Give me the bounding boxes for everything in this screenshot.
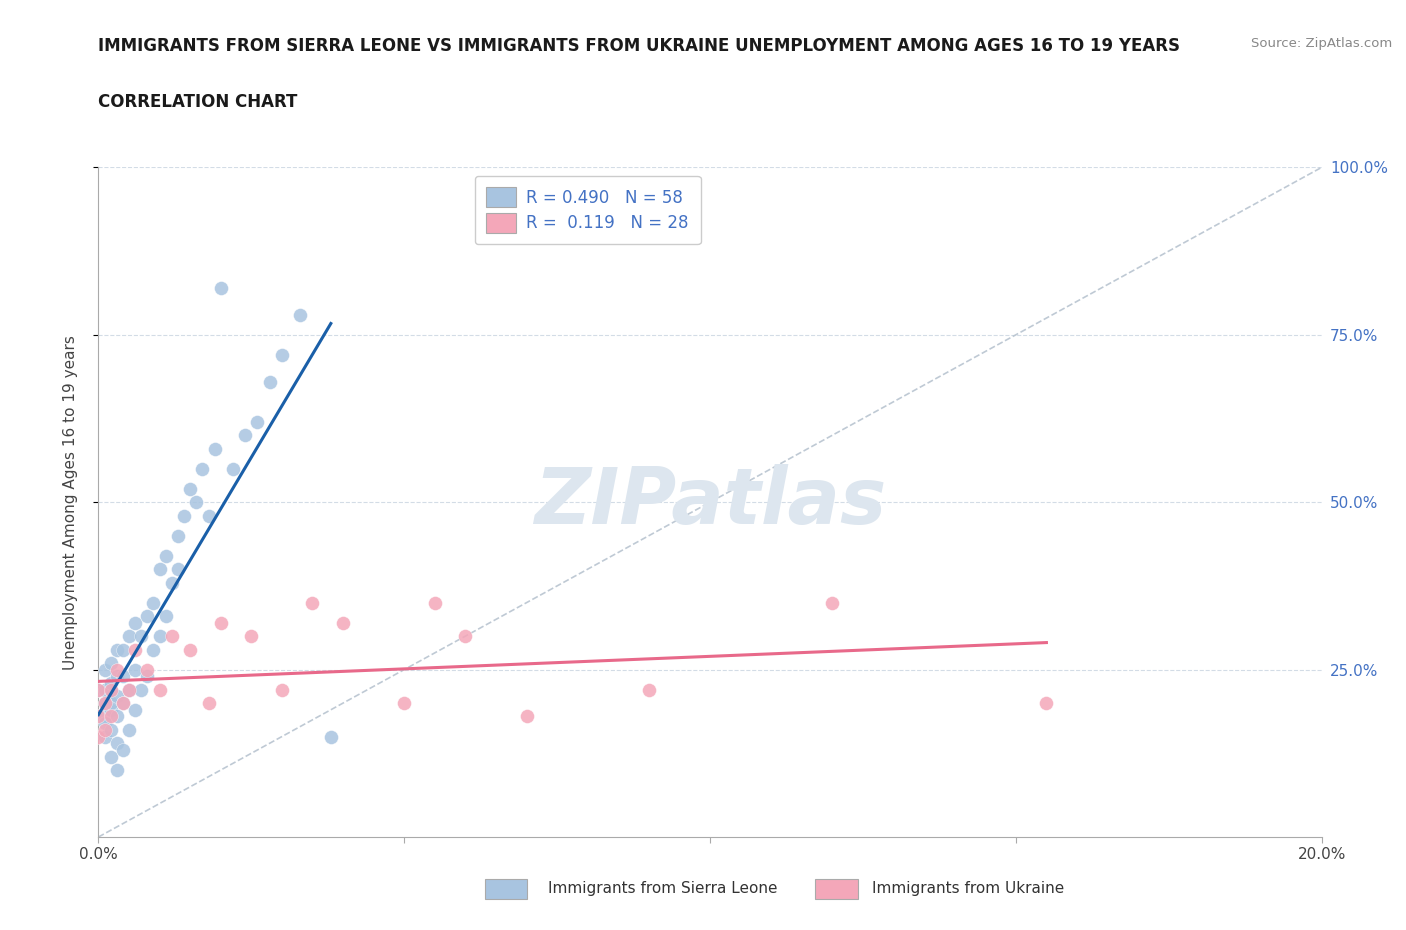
Point bbox=[87, 709, 110, 724]
Point bbox=[87, 729, 110, 744]
Point bbox=[87, 709, 110, 724]
Point bbox=[124, 616, 146, 631]
Legend: R = 0.490   N = 58, R =  0.119   N = 28: R = 0.490 N = 58, R = 0.119 N = 28 bbox=[475, 176, 700, 245]
Point bbox=[319, 729, 342, 744]
Point bbox=[129, 683, 152, 698]
Point bbox=[423, 595, 446, 610]
Point bbox=[100, 696, 122, 711]
Point bbox=[93, 729, 115, 744]
Point bbox=[93, 716, 115, 731]
Point bbox=[179, 482, 201, 497]
Point bbox=[100, 750, 122, 764]
Point bbox=[105, 642, 128, 657]
Point bbox=[149, 562, 172, 577]
Point bbox=[93, 696, 115, 711]
Point bbox=[118, 683, 141, 698]
Point bbox=[160, 629, 183, 644]
Point bbox=[167, 528, 190, 543]
Point bbox=[129, 629, 152, 644]
Text: Immigrants from Ukraine: Immigrants from Ukraine bbox=[872, 881, 1064, 896]
Point bbox=[142, 595, 165, 610]
Point bbox=[100, 723, 122, 737]
Point bbox=[111, 742, 134, 757]
Point bbox=[93, 696, 115, 711]
Point bbox=[637, 683, 661, 698]
Point bbox=[100, 675, 122, 690]
Point bbox=[270, 348, 292, 363]
Point bbox=[204, 441, 226, 456]
Text: Source: ZipAtlas.com: Source: ZipAtlas.com bbox=[1251, 37, 1392, 50]
Point bbox=[259, 374, 281, 389]
Point bbox=[392, 696, 416, 711]
Point bbox=[240, 629, 263, 644]
Point bbox=[93, 683, 115, 698]
Point bbox=[160, 575, 183, 590]
Point bbox=[87, 683, 110, 698]
Text: IMMIGRANTS FROM SIERRA LEONE VS IMMIGRANTS FROM UKRAINE UNEMPLOYMENT AMONG AGES : IMMIGRANTS FROM SIERRA LEONE VS IMMIGRAN… bbox=[98, 37, 1181, 55]
Point bbox=[155, 549, 177, 564]
Point bbox=[105, 736, 128, 751]
Point bbox=[100, 702, 122, 717]
Point bbox=[93, 662, 115, 677]
Point bbox=[136, 662, 159, 677]
Point bbox=[93, 709, 115, 724]
Text: Immigrants from Sierra Leone: Immigrants from Sierra Leone bbox=[548, 881, 778, 896]
Text: ZIPatlas: ZIPatlas bbox=[534, 464, 886, 540]
Y-axis label: Unemployment Among Ages 16 to 19 years: Unemployment Among Ages 16 to 19 years bbox=[63, 335, 77, 670]
Point bbox=[821, 595, 844, 610]
Point bbox=[100, 709, 122, 724]
Point bbox=[111, 696, 134, 711]
Point bbox=[149, 683, 172, 698]
Point bbox=[124, 662, 146, 677]
Point bbox=[136, 669, 159, 684]
Point bbox=[301, 595, 323, 610]
Point bbox=[105, 763, 128, 777]
Point bbox=[118, 683, 141, 698]
Point bbox=[209, 616, 232, 631]
Point bbox=[118, 629, 141, 644]
Point bbox=[105, 709, 128, 724]
Point bbox=[111, 696, 134, 711]
Point bbox=[105, 662, 128, 677]
Point bbox=[93, 723, 115, 737]
Point bbox=[149, 629, 172, 644]
Point bbox=[167, 562, 190, 577]
Point bbox=[270, 683, 292, 698]
Point bbox=[222, 461, 245, 476]
Point bbox=[100, 683, 122, 698]
Text: CORRELATION CHART: CORRELATION CHART bbox=[98, 93, 298, 111]
Point bbox=[111, 669, 134, 684]
Point bbox=[1035, 696, 1057, 711]
Point bbox=[246, 415, 269, 430]
Point bbox=[118, 723, 141, 737]
Point bbox=[516, 709, 538, 724]
Point bbox=[191, 461, 214, 476]
Point bbox=[233, 428, 256, 443]
Point bbox=[105, 689, 128, 704]
Point bbox=[155, 608, 177, 623]
Point bbox=[142, 642, 165, 657]
Point bbox=[209, 281, 232, 296]
Point bbox=[124, 702, 146, 717]
Point bbox=[87, 683, 110, 698]
Point bbox=[179, 642, 201, 657]
Point bbox=[100, 656, 122, 671]
Point bbox=[173, 508, 195, 523]
Point bbox=[197, 696, 219, 711]
Point bbox=[105, 669, 128, 684]
Point bbox=[100, 683, 122, 698]
Point bbox=[124, 642, 146, 657]
Point bbox=[290, 307, 312, 322]
Point bbox=[332, 616, 354, 631]
Point bbox=[197, 508, 219, 523]
Point bbox=[454, 629, 477, 644]
Point bbox=[186, 495, 208, 510]
Point bbox=[136, 608, 159, 623]
Point bbox=[111, 642, 134, 657]
